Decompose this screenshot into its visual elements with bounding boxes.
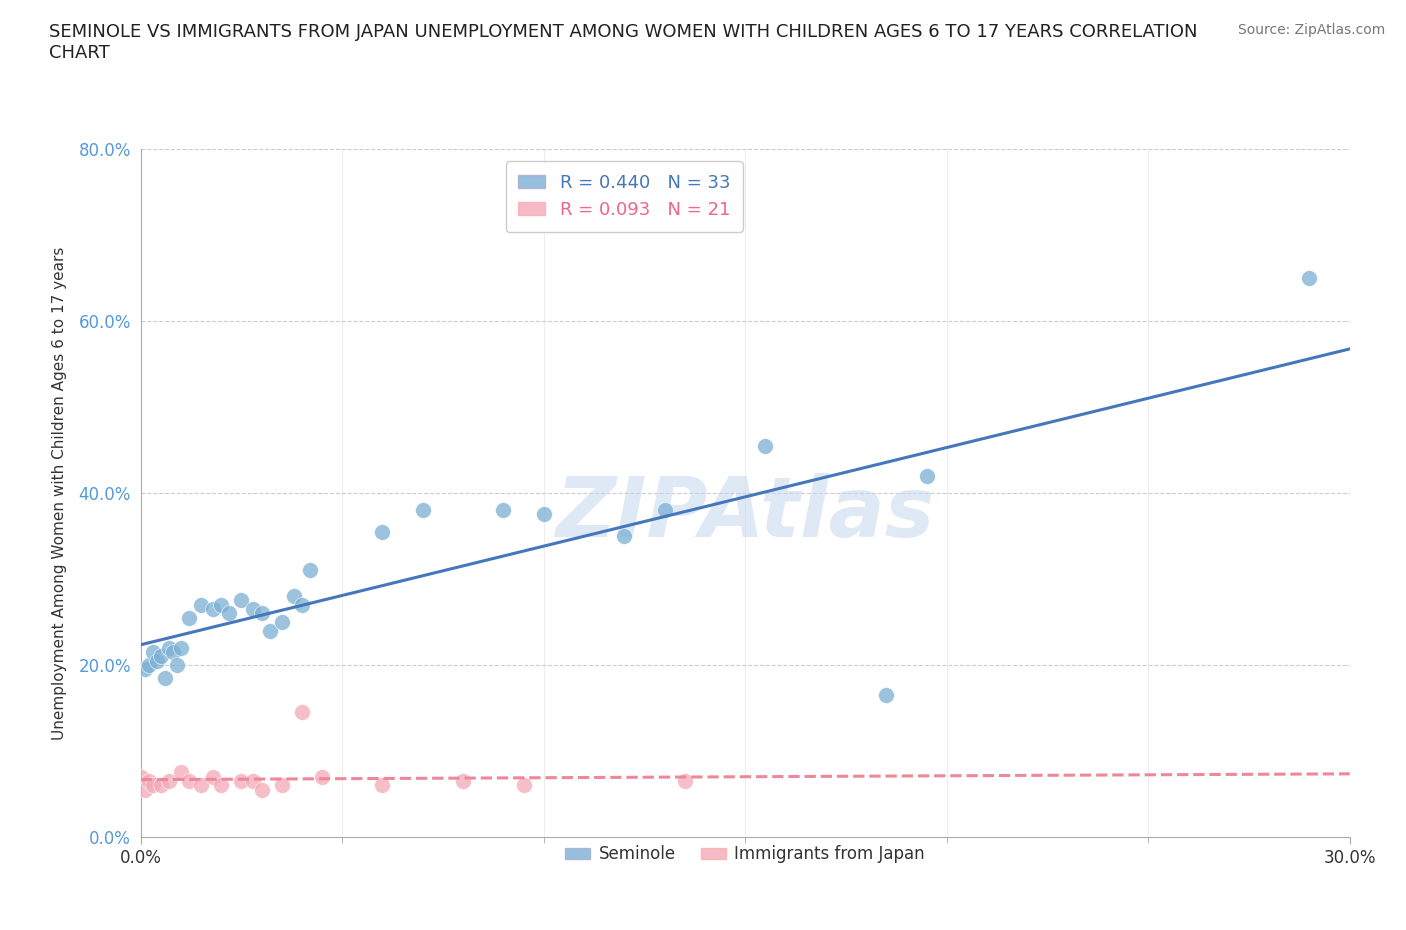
Point [371, 525, 394, 539]
Point [270, 777, 292, 792]
Point [162, 644, 184, 659]
Point [654, 503, 676, 518]
Point [190, 597, 212, 612]
Point [673, 774, 696, 789]
Text: SEMINOLE VS IMMIGRANTS FROM JAPAN UNEMPLOYMENT AMONG WOMEN WITH CHILDREN AGES 6 : SEMINOLE VS IMMIGRANTS FROM JAPAN UNEMPL… [49, 23, 1198, 62]
Y-axis label: Unemployment Among Women with Children Ages 6 to 17 years: Unemployment Among Women with Children A… [52, 246, 67, 739]
Point [149, 649, 172, 664]
Point [231, 593, 253, 608]
Point [259, 623, 281, 638]
Point [177, 610, 200, 625]
Point [291, 705, 314, 720]
Point [202, 602, 225, 617]
Point [190, 777, 212, 792]
Point [209, 777, 232, 792]
Point [170, 641, 193, 656]
Point [129, 769, 152, 784]
Point [157, 641, 180, 656]
Point [166, 658, 188, 672]
Point [533, 507, 555, 522]
Point [875, 687, 897, 702]
Point [754, 438, 776, 453]
Point [613, 528, 636, 543]
Point [177, 774, 200, 789]
Legend: Seminole, Immigrants from Japan: Seminole, Immigrants from Japan [558, 839, 932, 870]
Point [134, 782, 156, 797]
Point [145, 653, 167, 668]
Point [283, 589, 305, 604]
Point [250, 606, 273, 621]
Text: Source: ZipAtlas.com: Source: ZipAtlas.com [1237, 23, 1385, 37]
Point [142, 644, 165, 659]
Text: ZIPAtlas: ZIPAtlas [555, 473, 935, 554]
Point [451, 774, 474, 789]
Point [149, 777, 172, 792]
Point [492, 503, 515, 518]
Point [142, 777, 165, 792]
Point [138, 774, 160, 789]
Point [170, 765, 193, 780]
Point [1298, 271, 1320, 286]
Point [218, 606, 240, 621]
Point [250, 782, 273, 797]
Point [242, 774, 264, 789]
Point [231, 774, 253, 789]
Point [291, 597, 314, 612]
Point [915, 469, 938, 484]
Point [311, 769, 333, 784]
Point [298, 563, 321, 578]
Point [512, 777, 534, 792]
Point [138, 658, 160, 672]
Point [153, 671, 176, 685]
Point [134, 662, 156, 677]
Point [371, 777, 394, 792]
Point [157, 774, 180, 789]
Point [242, 602, 264, 617]
Point [202, 769, 225, 784]
Point [209, 597, 232, 612]
Point [412, 503, 434, 518]
Point [270, 615, 292, 630]
